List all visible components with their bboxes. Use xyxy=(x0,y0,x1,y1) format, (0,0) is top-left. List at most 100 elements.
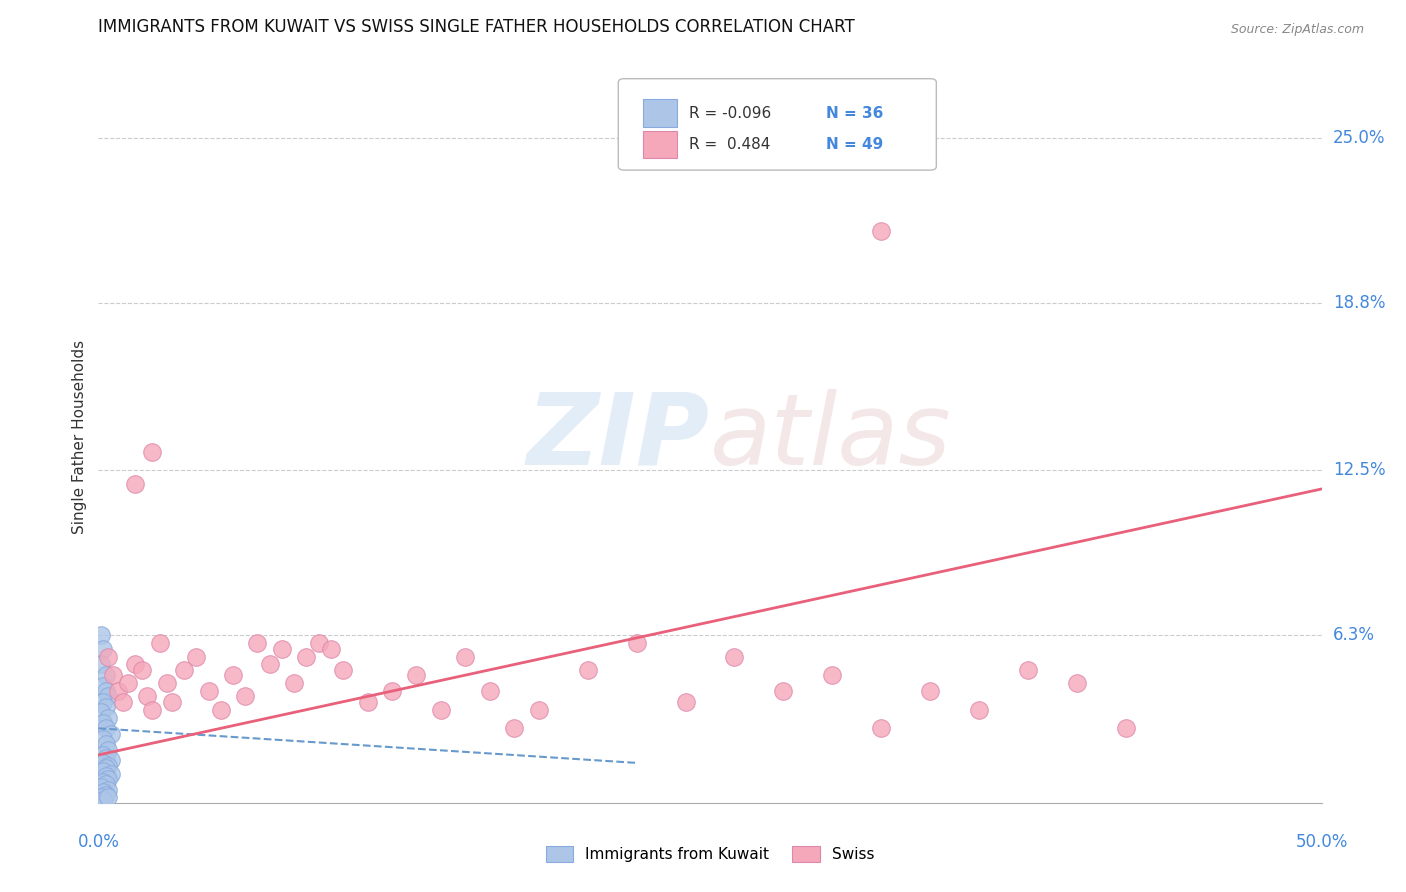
Point xyxy=(94,684,117,698)
Point xyxy=(222,668,245,682)
Point xyxy=(91,731,114,746)
Point xyxy=(308,636,330,650)
Point xyxy=(94,750,117,764)
Point xyxy=(160,695,183,709)
Point xyxy=(100,726,122,740)
Point xyxy=(233,690,256,704)
Point xyxy=(626,636,648,650)
Point xyxy=(136,690,159,704)
Point xyxy=(91,695,114,709)
Point xyxy=(1115,722,1137,736)
Point xyxy=(94,700,117,714)
Point xyxy=(141,444,163,458)
Point xyxy=(149,636,172,650)
Point xyxy=(97,782,120,797)
Point xyxy=(527,703,550,717)
Point xyxy=(101,668,124,682)
Point xyxy=(246,636,269,650)
Point xyxy=(478,684,501,698)
Point xyxy=(97,742,120,756)
Point xyxy=(90,657,112,672)
Point xyxy=(100,766,122,780)
FancyBboxPatch shape xyxy=(643,130,678,159)
Point xyxy=(124,657,146,672)
Point xyxy=(97,690,120,704)
Point xyxy=(97,790,120,805)
Point xyxy=(94,788,117,802)
Point xyxy=(94,769,117,783)
Point xyxy=(503,722,526,736)
Y-axis label: Single Father Households: Single Father Households xyxy=(72,340,87,534)
Point xyxy=(186,649,208,664)
Point xyxy=(91,756,114,770)
Point xyxy=(94,737,117,751)
Point xyxy=(270,641,294,656)
Point xyxy=(94,761,117,775)
Point xyxy=(967,703,990,717)
Point xyxy=(90,628,112,642)
Point xyxy=(381,684,404,698)
Point xyxy=(90,706,112,720)
Point xyxy=(97,758,120,772)
Point xyxy=(97,772,120,786)
Point xyxy=(920,684,942,698)
Point xyxy=(405,668,427,682)
Text: N = 49: N = 49 xyxy=(827,137,883,152)
Text: R = -0.096: R = -0.096 xyxy=(689,105,772,120)
Point xyxy=(870,722,893,736)
Point xyxy=(1066,676,1088,690)
Point xyxy=(156,676,179,690)
Point xyxy=(111,695,134,709)
Point xyxy=(131,663,153,677)
Point xyxy=(1017,663,1039,677)
Point xyxy=(772,684,794,698)
Point xyxy=(430,703,453,717)
Point xyxy=(356,695,378,709)
Point xyxy=(97,649,120,664)
Point xyxy=(332,663,354,677)
Point xyxy=(91,764,114,778)
Point xyxy=(117,676,139,690)
Point xyxy=(91,774,114,789)
Point xyxy=(124,476,146,491)
Legend: Immigrants from Kuwait, Swiss: Immigrants from Kuwait, Swiss xyxy=(540,840,880,868)
Text: R =  0.484: R = 0.484 xyxy=(689,137,770,152)
Point xyxy=(91,716,114,731)
Text: 0.0%: 0.0% xyxy=(77,833,120,851)
Text: N = 36: N = 36 xyxy=(827,105,883,120)
Point xyxy=(94,668,117,682)
Text: 6.3%: 6.3% xyxy=(1333,626,1375,644)
Point xyxy=(107,684,129,698)
Point xyxy=(821,668,844,682)
Point xyxy=(319,641,342,656)
Point xyxy=(97,711,120,725)
Point xyxy=(295,649,318,664)
FancyBboxPatch shape xyxy=(619,78,936,170)
Point xyxy=(870,224,893,238)
Text: ZIP: ZIP xyxy=(527,389,710,485)
Point xyxy=(91,641,114,656)
Point xyxy=(91,747,114,762)
Point xyxy=(675,695,697,709)
Point xyxy=(259,657,281,672)
Point xyxy=(90,780,112,794)
Point xyxy=(141,703,163,717)
Point xyxy=(91,679,114,693)
Text: 12.5%: 12.5% xyxy=(1333,461,1385,479)
Point xyxy=(90,790,112,805)
Point xyxy=(454,649,477,664)
Point xyxy=(94,777,117,791)
Point xyxy=(576,663,599,677)
Point xyxy=(94,722,117,736)
Text: Source: ZipAtlas.com: Source: ZipAtlas.com xyxy=(1230,22,1364,36)
Point xyxy=(283,676,305,690)
Text: IMMIGRANTS FROM KUWAIT VS SWISS SINGLE FATHER HOUSEHOLDS CORRELATION CHART: IMMIGRANTS FROM KUWAIT VS SWISS SINGLE F… xyxy=(98,18,855,36)
Point xyxy=(197,684,219,698)
Text: 18.8%: 18.8% xyxy=(1333,293,1385,312)
Point xyxy=(91,785,114,799)
Point xyxy=(723,649,745,664)
Point xyxy=(100,753,122,767)
Text: atlas: atlas xyxy=(710,389,952,485)
Point xyxy=(173,663,195,677)
Point xyxy=(209,703,232,717)
